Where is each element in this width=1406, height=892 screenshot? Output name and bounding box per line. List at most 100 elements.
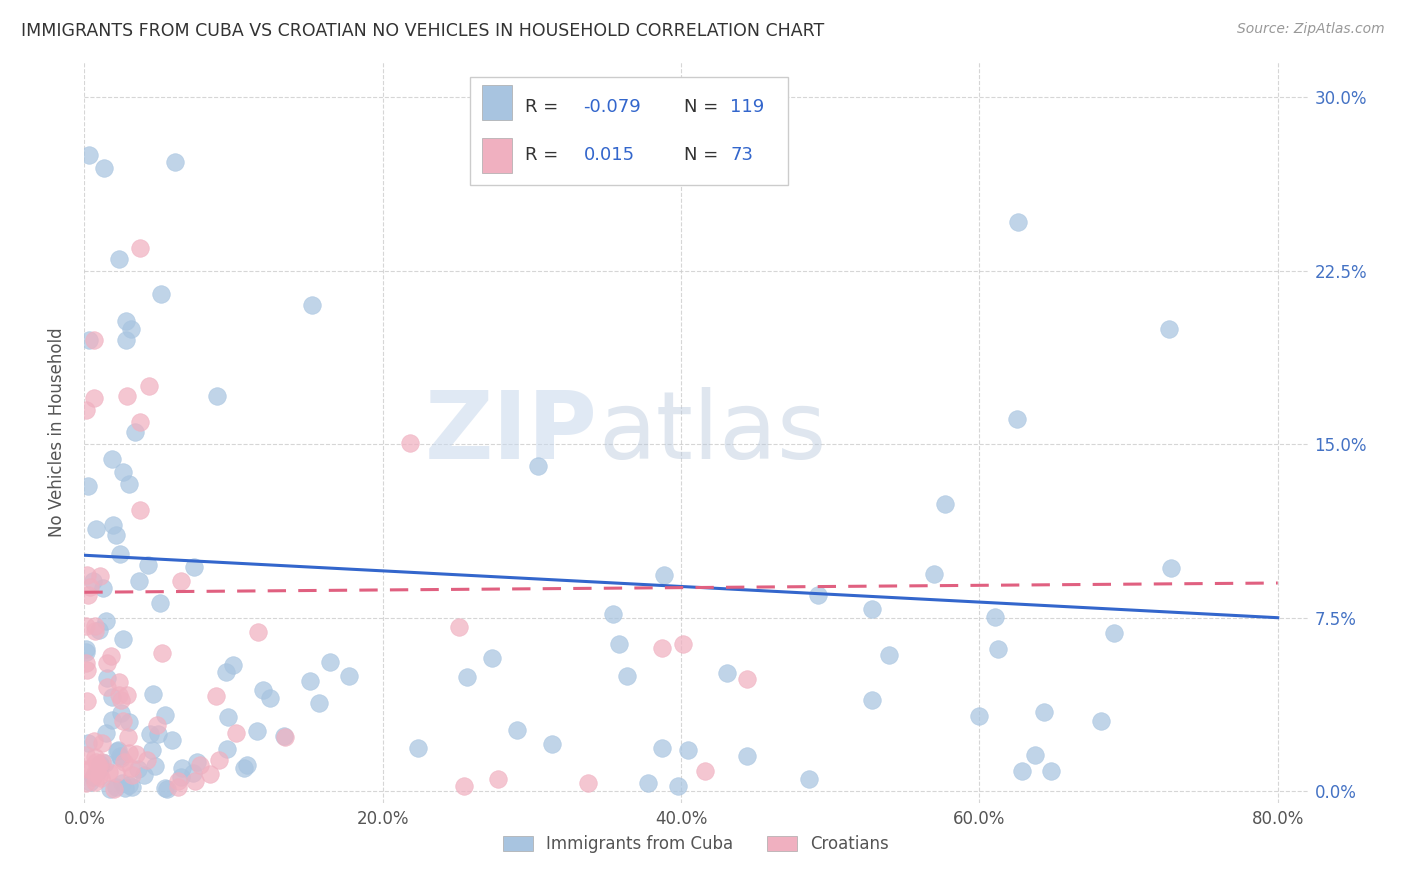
- Point: [607, 637, 630, 651]
- Point: [93, 756, 115, 771]
- Point: [90, 771, 112, 785]
- Point: [115, 688, 138, 702]
- Point: [108, 674, 131, 689]
- Point: [96, 671, 118, 685]
- FancyBboxPatch shape: [470, 78, 787, 185]
- Point: [877, 648, 900, 663]
- Point: [110, 750, 132, 764]
- Point: [100, 714, 122, 728]
- Point: [107, 743, 129, 757]
- Point: [121, 768, 143, 782]
- Point: [105, 780, 128, 795]
- Point: [186, 755, 208, 769]
- Point: [183, 560, 205, 574]
- Point: [86, 755, 108, 769]
- Point: [87, 759, 110, 773]
- Point: [486, 772, 509, 787]
- Point: [110, 706, 132, 720]
- Point: [91, 582, 114, 596]
- Point: [1160, 561, 1182, 575]
- Legend: Immigrants from Cuba, Croatians: Immigrants from Cuba, Croatians: [495, 826, 897, 861]
- Point: [298, 673, 321, 688]
- Point: [101, 451, 124, 466]
- Point: [138, 379, 160, 393]
- Point: [83, 774, 105, 789]
- Point: [128, 502, 150, 516]
- Point: [398, 435, 420, 450]
- Point: [506, 723, 529, 737]
- Text: 119: 119: [730, 98, 765, 116]
- Point: [259, 690, 281, 705]
- Point: [616, 669, 638, 683]
- Text: R =: R =: [524, 146, 558, 164]
- Point: [124, 747, 146, 761]
- Point: [75, 776, 97, 790]
- Point: [76, 663, 98, 677]
- Text: N =: N =: [683, 98, 718, 116]
- Point: [96, 614, 118, 628]
- Point: [136, 558, 159, 573]
- Point: [89, 757, 111, 772]
- Point: [127, 762, 149, 776]
- Point: [79, 774, 101, 789]
- Point: [107, 252, 129, 266]
- Point: [79, 580, 101, 594]
- Point: [87, 769, 110, 783]
- Point: [75, 747, 97, 762]
- Point: [170, 574, 193, 588]
- Point: [1024, 748, 1046, 763]
- Point: [91, 755, 114, 769]
- Point: [146, 718, 169, 732]
- Point: [156, 781, 179, 796]
- Point: [526, 458, 548, 473]
- Point: [84, 522, 107, 536]
- Point: [103, 781, 125, 796]
- Point: [129, 415, 152, 429]
- Point: [406, 740, 429, 755]
- Point: [184, 773, 207, 788]
- Point: [76, 568, 98, 582]
- Point: [1157, 322, 1180, 336]
- Point: [83, 734, 105, 748]
- Point: [120, 321, 142, 335]
- Point: [987, 642, 1010, 657]
- Point: [337, 669, 360, 683]
- Point: [252, 682, 274, 697]
- Point: [146, 727, 169, 741]
- Point: [308, 696, 330, 710]
- Point: [716, 666, 738, 681]
- Point: [110, 547, 132, 561]
- Point: [96, 680, 118, 694]
- Point: [205, 690, 228, 704]
- Point: [654, 568, 676, 582]
- Text: ZIP: ZIP: [425, 386, 598, 479]
- Point: [83, 333, 105, 347]
- Point: [181, 765, 204, 780]
- Point: [150, 286, 173, 301]
- Point: [170, 770, 193, 784]
- Point: [1011, 764, 1033, 778]
- Point: [120, 761, 142, 775]
- Point: [602, 607, 624, 621]
- Point: [89, 761, 111, 775]
- Point: [198, 767, 221, 781]
- Point: [737, 749, 759, 764]
- Point: [84, 766, 107, 780]
- Point: [651, 640, 673, 655]
- Point: [301, 298, 323, 312]
- Point: [115, 389, 138, 403]
- Point: [806, 588, 828, 602]
- Point: [576, 775, 599, 789]
- Point: [93, 161, 115, 175]
- Point: [163, 155, 186, 169]
- Point: [96, 657, 118, 671]
- Point: [860, 602, 883, 616]
- Point: [153, 707, 176, 722]
- Point: [114, 314, 136, 328]
- Point: [115, 333, 138, 347]
- Point: [90, 736, 112, 750]
- Point: [273, 729, 295, 743]
- Point: [97, 764, 120, 779]
- Point: [233, 761, 256, 775]
- Point: [236, 757, 259, 772]
